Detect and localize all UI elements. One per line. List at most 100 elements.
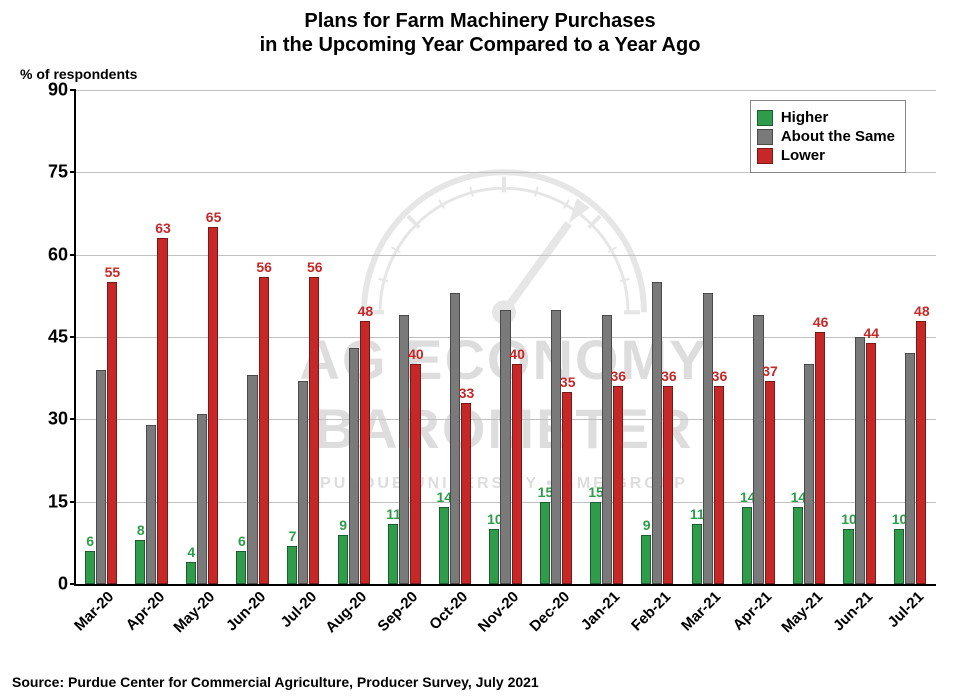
xtick-label: Jun-20: [219, 584, 269, 634]
bar-label-higher: 7: [289, 528, 297, 544]
xtick-label: May-21: [774, 584, 826, 636]
chart-container: Plans for Farm Machinery Purchases in th…: [0, 0, 960, 696]
bar-about-the-same: [247, 375, 257, 584]
bar-higher: [641, 535, 651, 584]
ytick-label: 0: [58, 574, 76, 595]
bar-lower: [208, 227, 218, 584]
bar-about-the-same: [703, 293, 713, 584]
bar-label-higher: 9: [643, 517, 651, 533]
legend-label: About the Same: [781, 128, 895, 145]
bar-label-lower: 63: [155, 220, 171, 236]
bar-higher: [439, 507, 449, 584]
bar-label-lower: 44: [863, 325, 879, 341]
bar-about-the-same: [450, 293, 460, 584]
legend-item: Higher: [757, 109, 895, 126]
bar-label-higher: 9: [339, 517, 347, 533]
bar-label-lower: 48: [914, 303, 930, 319]
bar-about-the-same: [349, 348, 359, 584]
gridline: [76, 90, 936, 91]
bar-label-lower: 56: [307, 259, 323, 275]
bar-about-the-same: [855, 337, 865, 584]
ytick-label: 15: [48, 491, 76, 512]
bar-label-lower: 40: [509, 346, 525, 362]
chart-title-line2: in the Upcoming Year Compared to a Year …: [0, 34, 960, 57]
xtick-label: Feb-21: [624, 584, 674, 634]
bar-label-lower: 35: [560, 374, 576, 390]
xtick-label: Jun-21: [826, 584, 876, 634]
bar-label-lower: 55: [105, 264, 121, 280]
xtick-label: Jul-20: [273, 584, 320, 631]
bar-about-the-same: [804, 364, 814, 584]
ytick-label: 45: [48, 327, 76, 348]
bar-higher: [236, 551, 246, 584]
bar-higher: [540, 502, 550, 584]
xtick-label: Apr-21: [725, 584, 775, 634]
bar-about-the-same: [96, 370, 106, 584]
bar-lower: [107, 282, 117, 584]
bar-label-higher: 6: [238, 533, 246, 549]
bar-label-lower: 40: [408, 346, 424, 362]
bar-about-the-same: [602, 315, 612, 584]
xtick-label: Nov-20: [471, 584, 523, 636]
xtick-label: May-20: [167, 584, 219, 636]
bar-label-lower: 56: [256, 259, 272, 275]
bar-higher: [338, 535, 348, 584]
bar-about-the-same: [551, 310, 561, 584]
xtick-label: Jan-21: [574, 584, 624, 634]
ytick-label: 90: [48, 80, 76, 101]
bar-higher: [590, 502, 600, 584]
bar-higher: [843, 529, 853, 584]
bar-label-lower: 46: [813, 314, 829, 330]
bar-lower: [765, 381, 775, 584]
bar-lower: [360, 321, 370, 584]
bar-label-lower: 65: [206, 209, 222, 225]
bar-label-higher: 8: [137, 522, 145, 538]
legend-item: About the Same: [757, 128, 895, 145]
bar-lower: [259, 277, 269, 584]
y-axis-title: % of respondents: [20, 66, 137, 82]
bar-label-lower: 36: [611, 368, 627, 384]
bar-higher: [85, 551, 95, 584]
legend-label: Higher: [781, 109, 829, 126]
bar-label-lower: 36: [661, 368, 677, 384]
bar-lower: [916, 321, 926, 584]
bar-lower: [309, 277, 319, 584]
bar-label-lower: 48: [358, 303, 374, 319]
bar-about-the-same: [652, 282, 662, 584]
bar-higher: [135, 540, 145, 584]
xtick-label: Mar-21: [674, 584, 724, 634]
bar-lower: [461, 403, 471, 584]
xtick-label: Dec-20: [522, 584, 573, 635]
ytick-label: 30: [48, 409, 76, 430]
ytick-label: 75: [48, 162, 76, 183]
bar-lower: [562, 392, 572, 584]
plot-area: 0153045607590655Mar-20863Apr-20465May-20…: [74, 90, 936, 586]
bar-about-the-same: [298, 381, 308, 584]
bar-about-the-same: [146, 425, 156, 584]
xtick-label: Apr-20: [118, 584, 168, 634]
bar-lower: [410, 364, 420, 584]
legend: Higher About the Same Lower: [750, 100, 906, 173]
bar-about-the-same: [905, 353, 915, 584]
bar-label-higher: 4: [187, 544, 195, 560]
bar-lower: [866, 343, 876, 585]
bar-lower: [613, 386, 623, 584]
bar-higher: [489, 529, 499, 584]
xtick-label: Aug-20: [318, 584, 370, 636]
bar-lower: [815, 332, 825, 584]
bar-label-higher: 6: [86, 533, 94, 549]
xtick-label: Jul-21: [880, 584, 927, 631]
bar-lower: [663, 386, 673, 584]
gridline: [76, 255, 936, 256]
xtick-label: Oct-20: [422, 584, 471, 633]
bar-higher: [287, 546, 297, 584]
legend-label: Lower: [781, 147, 825, 164]
bar-label-lower: 37: [762, 363, 778, 379]
bar-about-the-same: [197, 414, 207, 584]
bar-higher: [692, 524, 702, 584]
bar-higher: [186, 562, 196, 584]
chart-title-line1: Plans for Farm Machinery Purchases: [0, 10, 960, 33]
legend-swatch: [757, 129, 773, 145]
bar-higher: [894, 529, 904, 584]
bar-lower: [512, 364, 522, 584]
